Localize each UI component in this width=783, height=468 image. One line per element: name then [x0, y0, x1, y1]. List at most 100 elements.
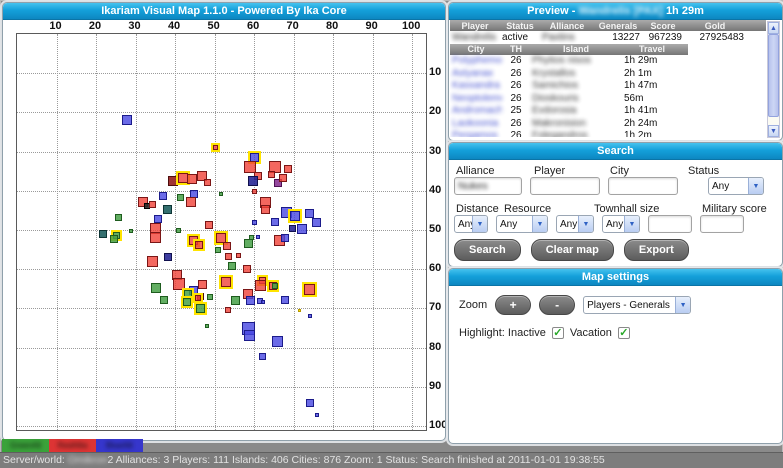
city-name-cell[interactable]: Kassandra	[452, 80, 500, 92]
military-score-min-input[interactable]	[648, 215, 692, 233]
zoom-out-button[interactable]: -	[539, 295, 576, 315]
map-point-city[interactable]	[147, 255, 159, 267]
map-point-city[interactable]	[99, 229, 108, 238]
map-point-city[interactable]	[163, 252, 172, 261]
map-point-city[interactable]	[177, 172, 188, 183]
map-point-city[interactable]	[173, 277, 186, 290]
map-point-city[interactable]	[153, 215, 162, 224]
status-select[interactable]: Any ▼	[708, 177, 764, 195]
inactive-checkbox[interactable]: ✓	[551, 327, 564, 339]
map-point-city[interactable]	[268, 170, 276, 178]
map-point-city[interactable]	[115, 213, 123, 221]
map-point-city[interactable]	[280, 233, 289, 242]
map-point-city[interactable]	[252, 188, 258, 194]
map-point-city[interactable]	[244, 161, 257, 174]
map-point-city[interactable]	[215, 232, 226, 243]
map-point-city[interactable]	[273, 178, 282, 187]
map-point-city[interactable]	[252, 220, 258, 226]
map-point-city[interactable]	[121, 115, 132, 126]
map-point-city[interactable]	[280, 296, 289, 305]
map-point-city[interactable]	[304, 284, 316, 296]
map-point-city[interactable]	[243, 239, 253, 249]
city-name-cell[interactable]: Neoptolemo	[452, 92, 502, 104]
city-name-cell[interactable]: Laokoonia	[452, 117, 499, 129]
city-name-cell[interactable]: Andromache	[452, 105, 502, 117]
map-point-city[interactable]	[194, 240, 203, 249]
map-point-city[interactable]	[258, 352, 266, 360]
clear-map-button[interactable]: Clear map	[530, 239, 614, 261]
map-plot[interactable]	[16, 33, 427, 431]
map-point-city[interactable]	[158, 192, 167, 201]
map-point-city[interactable]	[247, 176, 258, 187]
export-button[interactable]: Export	[623, 239, 689, 261]
military-score-max-input[interactable]	[700, 215, 744, 233]
map-point-city[interactable]	[159, 296, 168, 305]
townhall-max-select[interactable]: Any ▼	[602, 215, 640, 233]
map-point-city[interactable]	[289, 210, 300, 221]
vacation-checkbox[interactable]: ✓	[617, 327, 630, 339]
map-point-city[interactable]	[138, 197, 149, 208]
map-point-city[interactable]	[305, 398, 314, 407]
map-point-city[interactable]	[128, 228, 133, 233]
map-point-city[interactable]	[198, 280, 208, 290]
map-point-city[interactable]	[289, 225, 297, 233]
map-point-city[interactable]	[271, 218, 280, 227]
map-point-city[interactable]	[212, 145, 218, 151]
map-point-city[interactable]	[307, 314, 312, 319]
map-point-city[interactable]	[187, 174, 198, 185]
map-point-city[interactable]	[254, 280, 266, 292]
resource-select[interactable]: Any ▼	[496, 215, 548, 233]
map-point-city[interactable]	[297, 308, 301, 312]
map-point-city[interactable]	[218, 192, 223, 197]
scroll-up-icon[interactable]: ▲	[768, 22, 779, 34]
map-point-city[interactable]	[143, 202, 150, 209]
player-name-cell[interactable]: Wandrelis	[452, 31, 497, 43]
map-point-city[interactable]	[256, 235, 261, 240]
scrollbar-thumb[interactable]	[768, 34, 779, 117]
map-point-city[interactable]	[149, 200, 157, 208]
map-point-city[interactable]	[220, 276, 231, 287]
map-point-city[interactable]	[261, 300, 266, 305]
city-input[interactable]	[608, 177, 678, 195]
map-point-city[interactable]	[150, 231, 162, 243]
map-point-city[interactable]	[195, 303, 205, 313]
map-point-city[interactable]	[284, 165, 293, 174]
city-name-cell[interactable]: Astyanax	[452, 67, 494, 79]
map-point-city[interactable]	[223, 241, 232, 250]
map-point-city[interactable]	[260, 204, 270, 214]
map-point-city[interactable]	[197, 171, 208, 182]
map-point-city[interactable]	[242, 264, 251, 273]
map-point-city[interactable]	[272, 283, 279, 290]
scroll-down-icon[interactable]: ▼	[768, 125, 779, 137]
map-point-city[interactable]	[278, 173, 287, 182]
townhall-min-select[interactable]: Any ▼	[556, 215, 594, 233]
map-point-city[interactable]	[177, 193, 185, 201]
map-point-city[interactable]	[150, 283, 161, 294]
preview-scrollbar[interactable]: ▲ ▼	[767, 21, 780, 138]
map-point-city[interactable]	[176, 228, 182, 234]
map-point-city[interactable]	[296, 223, 307, 234]
map-point-city[interactable]	[243, 329, 255, 341]
map-point-city[interactable]	[230, 295, 240, 305]
map-point-city[interactable]	[228, 261, 237, 270]
map-point-city[interactable]	[110, 235, 119, 244]
display-mode-select[interactable]: Players - Generals ▼	[583, 296, 692, 314]
city-name-cell[interactable]: Polyphemos	[452, 55, 502, 67]
map-point-city[interactable]	[183, 289, 192, 298]
map-point-city[interactable]	[271, 335, 283, 347]
map-point-city[interactable]	[195, 294, 202, 301]
zoom-in-button[interactable]: +	[495, 295, 532, 315]
player-input[interactable]	[530, 177, 600, 195]
map-point-city[interactable]	[245, 295, 255, 305]
map-point-city[interactable]	[203, 179, 211, 187]
map-point-city[interactable]	[224, 253, 232, 261]
map-point-city[interactable]	[163, 204, 173, 214]
distance-select[interactable]: Any ▼	[454, 215, 488, 233]
map-point-city[interactable]	[205, 324, 210, 329]
map-point-city[interactable]	[204, 221, 213, 230]
search-button[interactable]: Search	[454, 239, 521, 261]
map-point-city[interactable]	[225, 307, 232, 314]
map-point-city[interactable]	[314, 412, 319, 417]
map-point-city[interactable]	[214, 247, 221, 254]
map-point-city[interactable]	[167, 176, 178, 187]
